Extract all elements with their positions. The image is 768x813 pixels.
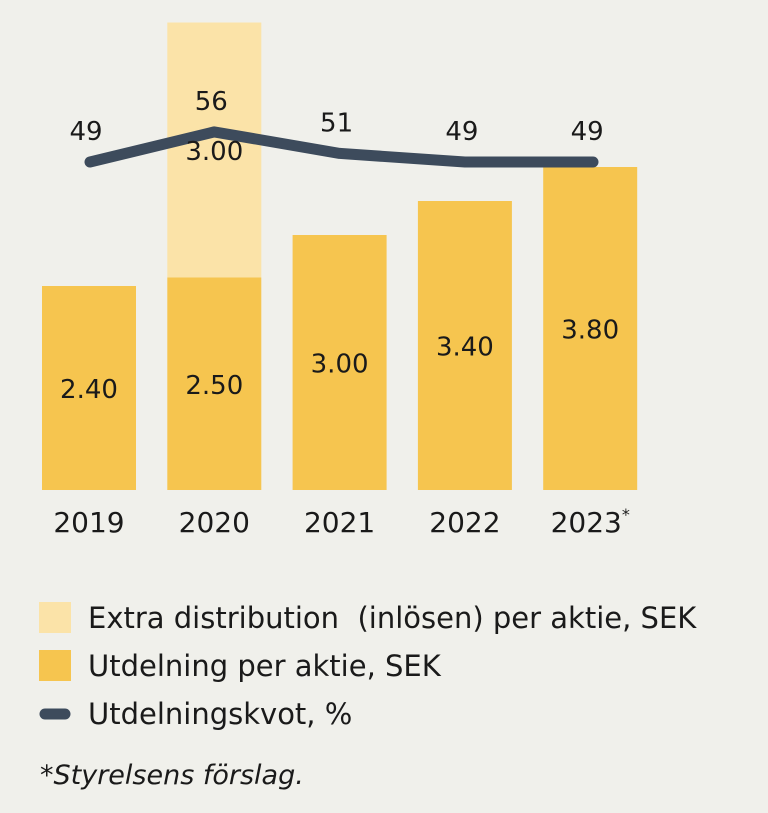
legend-label-dividend: Utdelning per aktie, SEK (88, 649, 442, 683)
ratio-label: 56 (195, 87, 228, 117)
legend-swatch-extra (39, 602, 71, 633)
footnote: *Styrelsens förslag. (40, 760, 304, 791)
legend-label-extra: Extra distribution (inlösen) per aktie, … (88, 601, 697, 635)
bar-dividend (417, 201, 512, 490)
legend-swatch-dividend (39, 650, 71, 681)
ratio-line (84, 126, 599, 168)
bar-label-dividend: 2.40 (60, 375, 118, 405)
ratio-label: 49 (571, 117, 604, 147)
bar-label-dividend: 3.00 (311, 350, 369, 380)
bar-dividend (42, 286, 136, 490)
legend: Extra distribution (inlösen) per aktie, … (39, 601, 697, 791)
ratio-label: 49 (69, 117, 102, 147)
category-label: 2020 (179, 506, 250, 539)
bar-label-dividend: 3.80 (561, 316, 619, 346)
bar-extra (167, 22, 262, 278)
legend-label-ratio: Utdelningskvot, % (88, 697, 352, 731)
bar-label-dividend: 3.40 (436, 333, 494, 363)
ratio-label: 51 (320, 108, 353, 138)
category-label: 2021 (304, 506, 375, 539)
bar-label-dividend: 2.50 (185, 371, 243, 401)
ratio-label: 49 (445, 117, 478, 147)
bar-dividend (167, 277, 262, 490)
bar-label-extra: 3.00 (185, 137, 243, 167)
category-label: 2019 (53, 506, 124, 539)
bar-dividend (543, 167, 638, 490)
category-label: 2022 (429, 506, 500, 539)
category-label: 2023* (551, 505, 630, 539)
bar-dividend (292, 235, 387, 490)
